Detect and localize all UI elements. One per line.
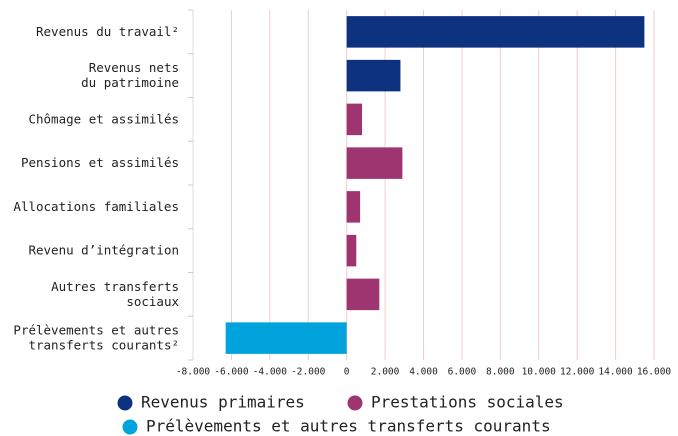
- x-tick-label: 6.000: [448, 367, 477, 378]
- y-tick-label: Chômage et assimilés: [28, 111, 179, 126]
- x-tick-label: 4.000: [409, 367, 438, 378]
- legend-marker: [347, 395, 363, 411]
- legend-marker: [122, 419, 138, 435]
- y-tick-label: Revenus nets du patrimoine: [81, 60, 179, 90]
- x-tick-label: 10.000: [522, 367, 557, 378]
- y-tick-label: Prélèvements et autres transferts courant…: [13, 322, 179, 352]
- x-tick-label: 8.000: [486, 367, 515, 378]
- x-tick-label: -8.000: [176, 367, 211, 378]
- x-tick-label: 2.000: [371, 367, 400, 378]
- bar: [346, 59, 401, 92]
- y-tick-label: Autres transferts sociaux: [51, 278, 179, 308]
- x-tick-label: -6.000: [214, 367, 249, 378]
- y-tick-label: Allocations familiales: [13, 198, 179, 213]
- legend-label: Prélèvements et autres transferts couran…: [146, 417, 551, 436]
- legend-label: Revenus primaires: [141, 393, 305, 412]
- bar: [346, 191, 361, 223]
- x-tick-label: -4.000: [253, 367, 288, 378]
- x-tick-label: -2.000: [291, 367, 326, 378]
- legend-label: Prestations sociales: [371, 393, 564, 412]
- legend-marker: [117, 395, 133, 411]
- bar: [346, 234, 357, 267]
- bar: [346, 278, 380, 311]
- y-tick-label: Pensions et assimilés: [21, 155, 179, 170]
- bar: [346, 16, 645, 48]
- x-tick-label: 14.000: [598, 367, 633, 378]
- y-tick-label: Revenus du travail²: [36, 23, 179, 38]
- y-tick-label: Revenu d’intégration: [28, 242, 179, 257]
- bar: [225, 322, 347, 354]
- x-tick-label: 16.000: [637, 367, 672, 378]
- bar: [346, 103, 363, 136]
- bar: [346, 147, 403, 179]
- x-tick-label: 12.000: [560, 367, 595, 378]
- x-tick-label: 0: [344, 367, 350, 378]
